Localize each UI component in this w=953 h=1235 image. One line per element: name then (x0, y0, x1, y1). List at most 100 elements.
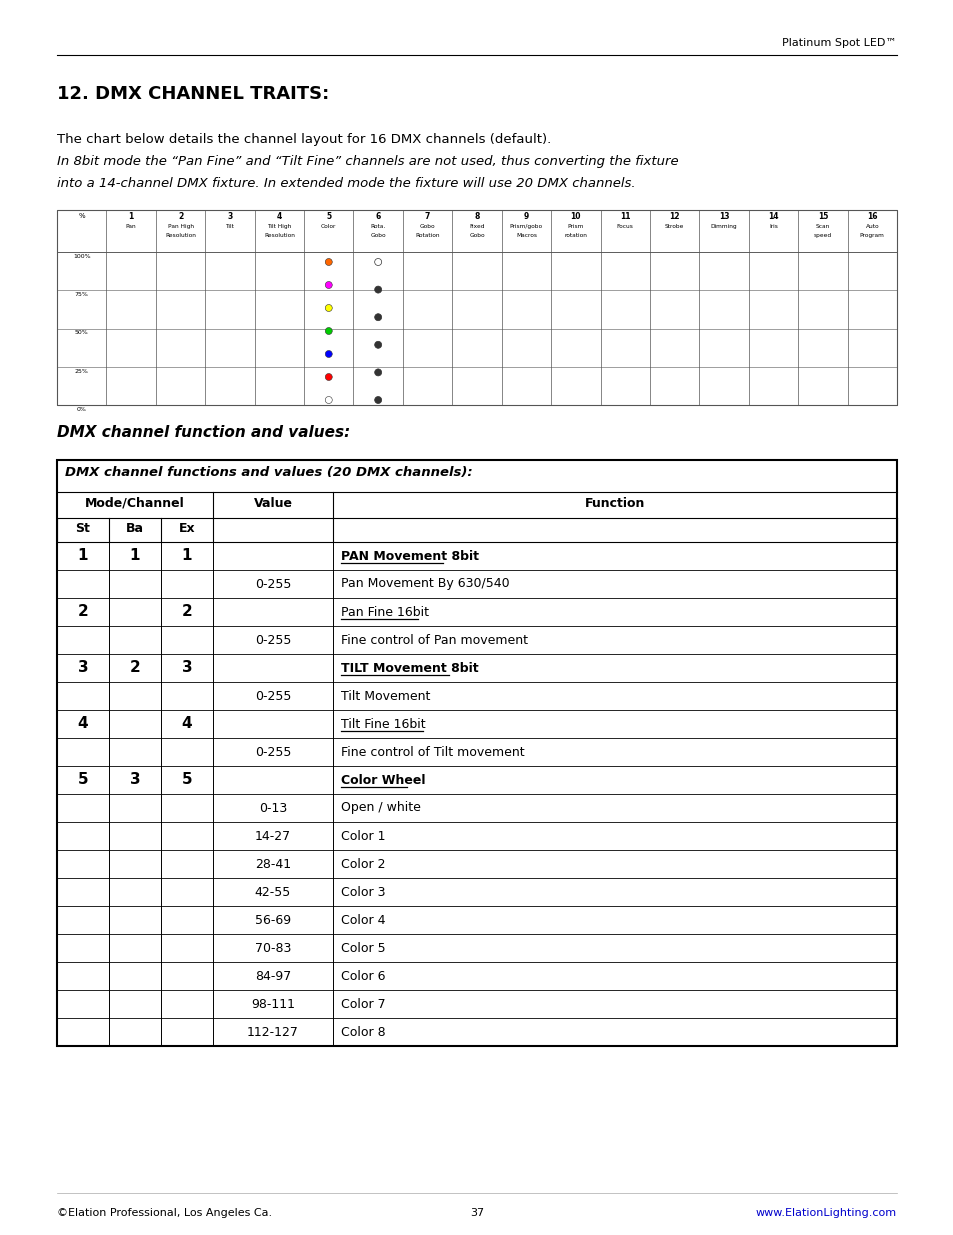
Text: 1: 1 (130, 548, 140, 563)
Text: Iris: Iris (768, 224, 777, 228)
Text: 5: 5 (181, 773, 193, 788)
Text: Macros: Macros (516, 233, 537, 238)
Text: 0-255: 0-255 (254, 578, 291, 590)
Text: 42-55: 42-55 (254, 885, 291, 899)
Text: Rota.: Rota. (370, 224, 385, 228)
Circle shape (325, 258, 332, 266)
Text: 1: 1 (77, 548, 89, 563)
Text: 12: 12 (669, 212, 679, 221)
Text: Ex: Ex (178, 522, 195, 535)
Circle shape (325, 351, 332, 357)
Circle shape (375, 287, 381, 293)
Text: Pan High: Pan High (168, 224, 193, 228)
Text: Pan Fine 16bit: Pan Fine 16bit (340, 605, 429, 619)
Text: Fine control of Pan movement: Fine control of Pan movement (340, 634, 527, 646)
Text: 28-41: 28-41 (254, 857, 291, 871)
Text: Open / white: Open / white (340, 802, 420, 815)
Text: 4: 4 (181, 716, 193, 731)
Text: St: St (75, 522, 91, 535)
Text: 4: 4 (77, 716, 89, 731)
Circle shape (325, 373, 332, 380)
Circle shape (375, 341, 381, 348)
Text: PAN Movement 8bit: PAN Movement 8bit (340, 550, 478, 562)
Text: 14-27: 14-27 (254, 830, 291, 842)
Text: 3: 3 (227, 212, 233, 221)
Text: 0%: 0% (76, 408, 87, 412)
Text: speed: speed (813, 233, 831, 238)
Text: 2: 2 (181, 604, 193, 620)
Text: 0-255: 0-255 (254, 634, 291, 646)
Text: Fixed: Fixed (469, 224, 484, 228)
Text: Tilt Movement: Tilt Movement (340, 689, 430, 703)
Text: 8: 8 (474, 212, 479, 221)
Text: 1: 1 (182, 548, 193, 563)
Text: Color 7: Color 7 (340, 998, 385, 1010)
Text: Color 5: Color 5 (340, 941, 385, 955)
Bar (57, 459, 896, 1046)
Text: DMX channel function and values:: DMX channel function and values: (57, 425, 350, 440)
Text: Tilt Fine 16bit: Tilt Fine 16bit (340, 718, 425, 730)
Text: 2: 2 (177, 212, 183, 221)
Circle shape (325, 305, 332, 311)
Text: Color 2: Color 2 (340, 857, 385, 871)
Text: Pan: Pan (126, 224, 136, 228)
Text: Value: Value (253, 496, 293, 510)
Text: Ba: Ba (126, 522, 144, 535)
Text: Fine control of Tilt movement: Fine control of Tilt movement (340, 746, 524, 758)
Text: 3: 3 (77, 661, 89, 676)
Text: TILT Movement 8bit: TILT Movement 8bit (340, 662, 478, 674)
Text: Auto: Auto (864, 224, 878, 228)
Text: 14: 14 (767, 212, 778, 221)
Text: 2: 2 (77, 604, 89, 620)
Text: Tilt: Tilt (225, 224, 234, 228)
Text: 3: 3 (181, 661, 193, 676)
Circle shape (375, 396, 381, 404)
Text: Color 1: Color 1 (340, 830, 385, 842)
Text: 4: 4 (276, 212, 282, 221)
Text: 13: 13 (718, 212, 728, 221)
Text: 100%: 100% (72, 254, 91, 259)
Text: Color: Color (321, 224, 336, 228)
Text: Resolution: Resolution (165, 233, 195, 238)
Text: 12. DMX CHANNEL TRAITS:: 12. DMX CHANNEL TRAITS: (57, 85, 329, 103)
Text: 9: 9 (523, 212, 529, 221)
Text: 0-255: 0-255 (254, 746, 291, 758)
Text: www.ElationLighting.com: www.ElationLighting.com (755, 1208, 896, 1218)
Text: Program: Program (859, 233, 883, 238)
Text: Scan: Scan (815, 224, 829, 228)
Text: Dimming: Dimming (710, 224, 737, 228)
Text: 6: 6 (375, 212, 380, 221)
Text: 50%: 50% (74, 331, 89, 336)
Circle shape (325, 282, 332, 289)
Text: 70-83: 70-83 (254, 941, 291, 955)
Text: 37: 37 (470, 1208, 483, 1218)
Text: 10: 10 (570, 212, 580, 221)
Text: 75%: 75% (74, 293, 89, 298)
Text: 5: 5 (77, 773, 89, 788)
Text: 2: 2 (130, 661, 140, 676)
Text: Rotation: Rotation (415, 233, 439, 238)
Bar (57, 210, 896, 405)
Text: The chart below details the channel layout for 16 DMX channels (default).: The chart below details the channel layo… (57, 133, 551, 146)
Text: Color Wheel: Color Wheel (340, 773, 425, 787)
Text: Gobo: Gobo (419, 224, 435, 228)
Text: %: % (78, 212, 85, 219)
Text: Prism/gobo: Prism/gobo (509, 224, 542, 228)
Text: 84-97: 84-97 (254, 969, 291, 983)
Text: 15: 15 (817, 212, 827, 221)
Circle shape (375, 369, 381, 375)
Circle shape (325, 327, 332, 335)
Text: Gobo: Gobo (370, 233, 386, 238)
Text: Prism: Prism (567, 224, 583, 228)
Text: Color 6: Color 6 (340, 969, 385, 983)
Text: 0-13: 0-13 (258, 802, 287, 815)
Text: rotation: rotation (564, 233, 587, 238)
Text: 56-69: 56-69 (254, 914, 291, 926)
Text: 16: 16 (866, 212, 877, 221)
Text: Color 3: Color 3 (340, 885, 385, 899)
Text: Pan Movement By 630/540: Pan Movement By 630/540 (340, 578, 509, 590)
Text: Tilt High: Tilt High (267, 224, 292, 228)
Text: 7: 7 (424, 212, 430, 221)
Text: 1: 1 (129, 212, 133, 221)
Circle shape (375, 314, 381, 321)
